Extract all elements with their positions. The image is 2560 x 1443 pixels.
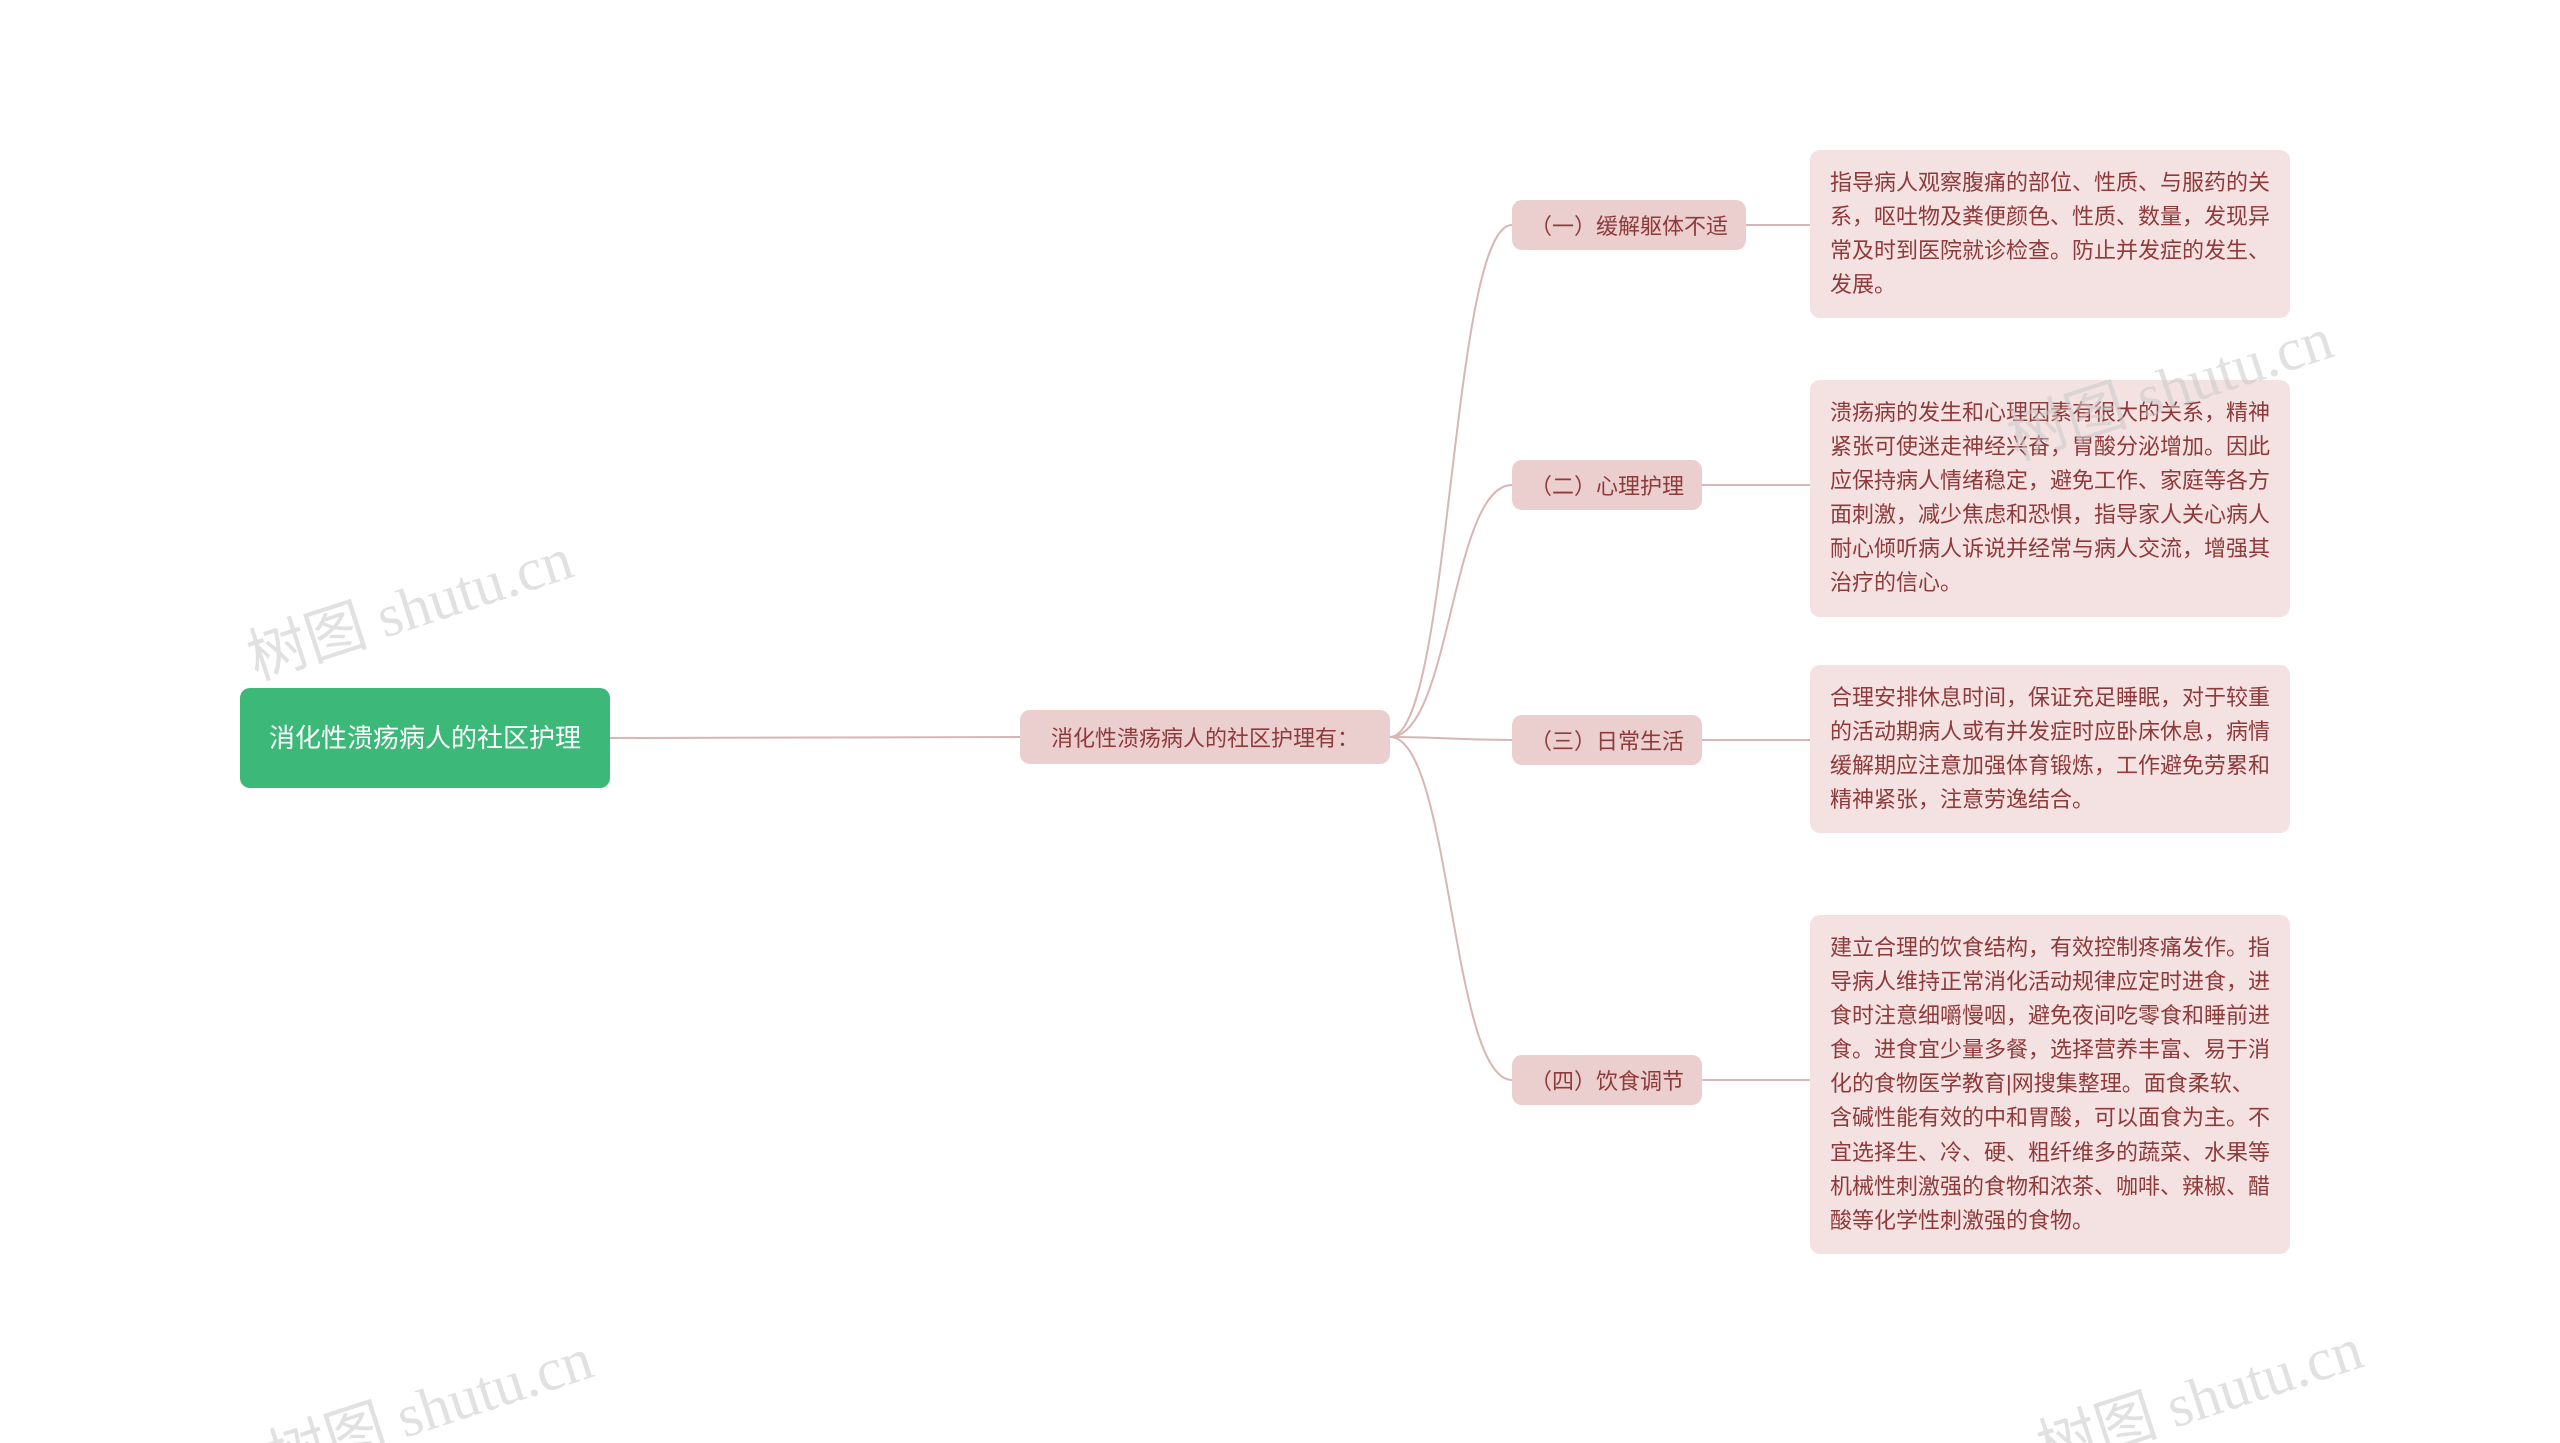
branch-label-b2[interactable]: （二）心理护理: [1512, 460, 1702, 510]
mindmap-root[interactable]: 消化性溃疡病人的社区护理: [240, 688, 610, 788]
mindmap-level1[interactable]: 消化性溃疡病人的社区护理有：: [1020, 710, 1390, 764]
branch-detail-text: 合理安排休息时间，保证充足睡眠，对于较重的活动期病人或有并发症时应卧床休息，病情…: [1830, 681, 2270, 817]
branch-detail-text: 建立合理的饮食结构，有效控制疼痛发作。指导病人维持正常消化活动规律应定时进食，进…: [1830, 931, 2270, 1238]
branch-detail-b4[interactable]: 建立合理的饮食结构，有效控制疼痛发作。指导病人维持正常消化活动规律应定时进食，进…: [1810, 915, 2290, 1254]
watermark: 树图 shutu.cn: [235, 510, 582, 697]
watermark: 树图 shutu.cn: [255, 1310, 602, 1443]
branch-label-b3[interactable]: （三）日常生活: [1512, 715, 1702, 765]
root-text: 消化性溃疡病人的社区护理: [269, 719, 581, 758]
branch-detail-text: 溃疡病的发生和心理因素有很大的关系，精神紧张可使迷走神经兴奋，胃酸分泌增加。因此…: [1830, 396, 2270, 601]
branch-label-text: （三）日常生活: [1530, 724, 1684, 756]
branch-detail-text: 指导病人观察腹痛的部位、性质、与服药的关系，呕吐物及粪便颜色、性质、数量，发现异…: [1830, 166, 2270, 302]
branch-label-text: （四）饮食调节: [1530, 1064, 1684, 1096]
branch-label-text: （一）缓解躯体不适: [1530, 209, 1728, 241]
watermark: 树图 shutu.cn: [2025, 1300, 2372, 1443]
branch-label-text: （二）心理护理: [1530, 469, 1684, 501]
branch-label-b1[interactable]: （一）缓解躯体不适: [1512, 200, 1746, 250]
level1-text: 消化性溃疡病人的社区护理有：: [1051, 721, 1359, 753]
branch-detail-b3[interactable]: 合理安排休息时间，保证充足睡眠，对于较重的活动期病人或有并发症时应卧床休息，病情…: [1810, 665, 2290, 833]
branch-detail-b1[interactable]: 指导病人观察腹痛的部位、性质、与服药的关系，呕吐物及粪便颜色、性质、数量，发现异…: [1810, 150, 2290, 318]
branch-label-b4[interactable]: （四）饮食调节: [1512, 1055, 1702, 1105]
branch-detail-b2[interactable]: 溃疡病的发生和心理因素有很大的关系，精神紧张可使迷走神经兴奋，胃酸分泌增加。因此…: [1810, 380, 2290, 617]
